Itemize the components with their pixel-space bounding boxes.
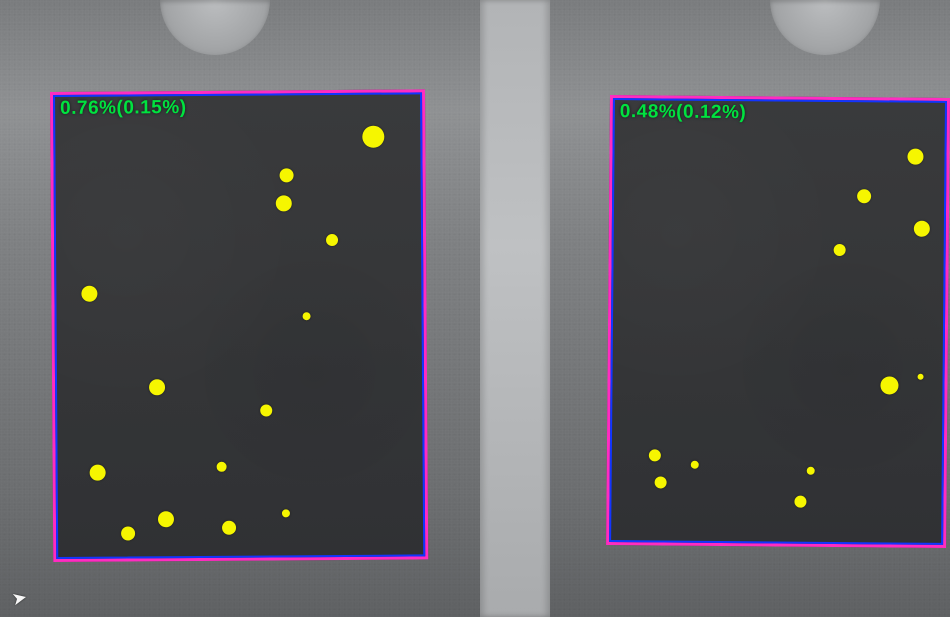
defect-marker[interactable] — [81, 286, 97, 302]
mouse-cursor-icon: ➤ — [10, 587, 29, 611]
defect-marker[interactable] — [691, 461, 699, 469]
roi-label-right: 0.48%(0.12%) — [620, 101, 747, 124]
defect-marker[interactable] — [655, 476, 667, 488]
defect-marker[interactable] — [648, 449, 660, 461]
defect-marker[interactable] — [917, 374, 923, 380]
fixture-notch — [160, 0, 270, 55]
defect-marker[interactable] — [857, 189, 871, 203]
defect-marker[interactable] — [303, 312, 311, 320]
defect-marker[interactable] — [794, 496, 806, 508]
defect-marker[interactable] — [362, 126, 384, 148]
defect-marker[interactable] — [881, 376, 899, 394]
defect-marker[interactable] — [275, 195, 291, 211]
defect-marker[interactable] — [326, 234, 338, 246]
defect-marker[interactable] — [907, 148, 923, 164]
defect-marker[interactable] — [281, 509, 289, 517]
roi-right[interactable]: 0.48%(0.12%) — [606, 95, 950, 548]
defect-marker[interactable] — [149, 379, 165, 395]
defect-marker[interactable] — [222, 521, 236, 535]
defect-marker[interactable] — [260, 404, 272, 416]
defect-marker[interactable] — [280, 168, 294, 182]
defect-marker[interactable] — [216, 462, 226, 472]
defect-marker[interactable] — [914, 220, 930, 236]
roi-left[interactable]: 0.76%(0.15%) — [50, 89, 428, 562]
defect-marker[interactable] — [121, 526, 135, 540]
roi-label-left: 0.76%(0.15%) — [60, 97, 187, 120]
inspection-viewport: ➤ 0.76%(0.15%) 0.48%(0.12%) — [0, 0, 950, 617]
defect-marker[interactable] — [90, 464, 106, 480]
defect-marker[interactable] — [807, 466, 815, 474]
fixture-notch — [770, 0, 880, 55]
defect-marker[interactable] — [157, 511, 173, 527]
panel-divider — [480, 0, 550, 617]
defect-marker[interactable] — [834, 244, 846, 256]
